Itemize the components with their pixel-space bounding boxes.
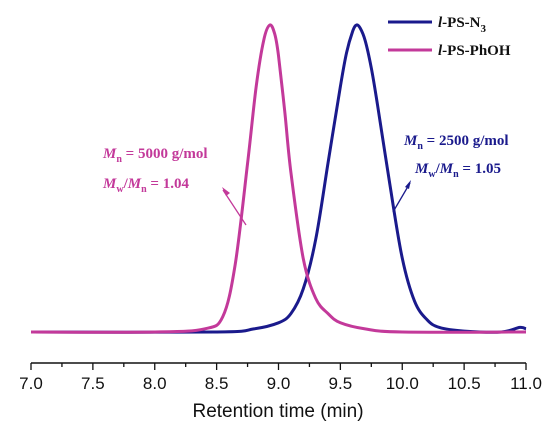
annotation-arrow-phoh <box>222 189 247 226</box>
x-tick-label: 7.5 <box>81 374 105 393</box>
x-tick-label: 10.5 <box>448 374 481 393</box>
plot-area <box>30 23 527 334</box>
annotation-pdi-n3: Mw/Mn = 1.05 <box>414 161 501 180</box>
x-axis-ticks: 7.0 7.5 8.0 8.5 9.0 9.5 10.0 10.5 11.0 <box>19 363 542 393</box>
annotation-mn-n3: Mn = 2500 g/mol <box>403 133 509 152</box>
annotation-arrowhead-n3 <box>405 180 411 189</box>
x-tick-label: 8.5 <box>205 374 229 393</box>
x-tick-label: 9.5 <box>329 374 353 393</box>
x-tick-label: 9.0 <box>267 374 291 393</box>
annotation-mn-phoh: Mn = 5000 g/mol <box>102 146 208 165</box>
annotation-l-PS-PhOH: Mn = 5000 g/mol Mw/Mn = 1.04 <box>102 146 247 226</box>
x-tick-label: 7.0 <box>19 374 43 393</box>
annotation-arrowhead-phoh <box>222 187 230 196</box>
legend-label-l-PS-N3: l-PS-N3 <box>438 15 487 35</box>
x-tick-label: 11.0 <box>510 374 542 393</box>
x-tick-label: 10.0 <box>386 374 419 393</box>
legend-label-l-PS-PhOH: l-PS-PhOH <box>438 43 511 59</box>
series-line-l-PS-PhOH <box>30 23 527 334</box>
annotation-l-PS-N3: Mn = 2500 g/mol Mw/Mn = 1.05 <box>392 133 509 213</box>
annotation-pdi-phoh: Mw/Mn = 1.04 <box>102 176 189 195</box>
series-line-l-PS-N3 <box>30 23 527 334</box>
x-axis-label: Retention time (min) <box>192 401 363 422</box>
legend: l-PS-N3 l-PS-PhOH <box>388 15 511 59</box>
x-tick-label: 8.0 <box>143 374 167 393</box>
